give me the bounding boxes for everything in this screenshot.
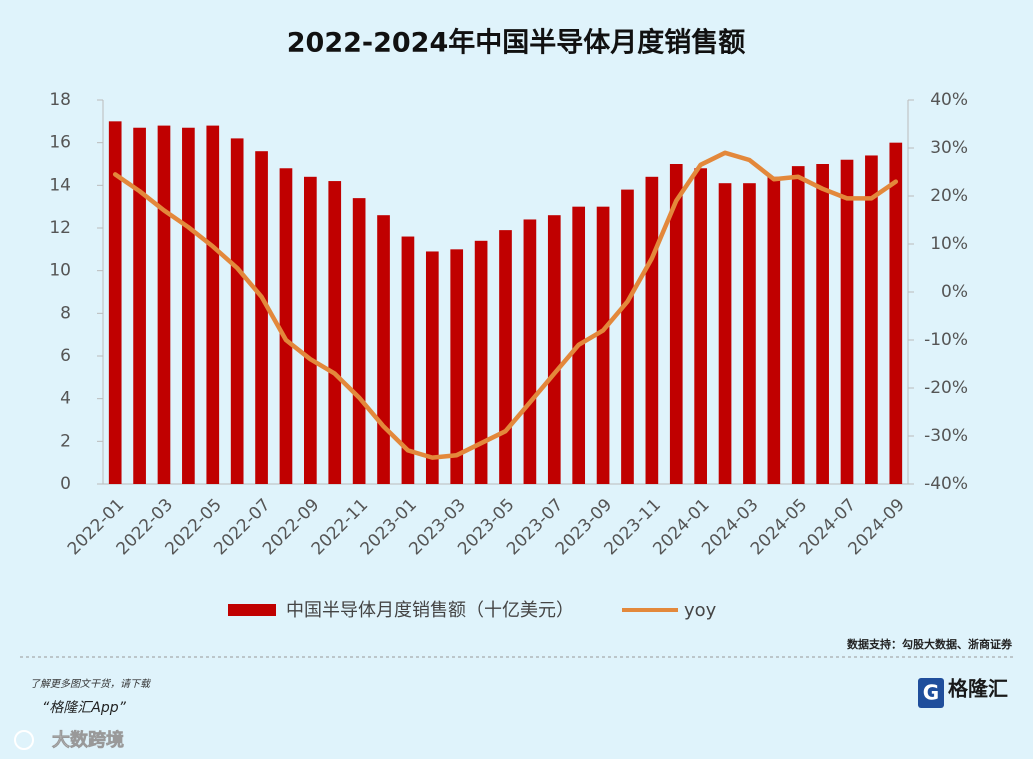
bar	[425, 251, 439, 484]
watermark-icon	[14, 730, 34, 750]
bar	[279, 168, 293, 484]
y-tick-label: 12	[49, 218, 71, 238]
footer-prompt: 了解更多图文干货，请下载	[30, 678, 152, 690]
bar	[523, 219, 537, 484]
bar	[718, 183, 732, 484]
bar	[840, 159, 854, 484]
y-tick-label: 18	[49, 90, 71, 110]
bar	[304, 176, 317, 485]
bar	[352, 198, 366, 484]
legend-label: 中国半导体月度销售额（十亿美元）	[286, 600, 574, 621]
bar	[645, 176, 659, 485]
y2-tick-label: -30%	[924, 426, 968, 446]
watermark: 大数跨境	[52, 729, 124, 751]
bar	[255, 151, 268, 484]
bar	[767, 176, 781, 485]
brand-logo	[918, 678, 944, 708]
bar	[547, 215, 561, 484]
y-tick-label: 0	[60, 474, 71, 494]
bar	[450, 249, 464, 484]
bar	[669, 164, 683, 484]
bar	[791, 166, 805, 484]
y2-tick-label: -40%	[924, 474, 968, 494]
y2-tick-label: -10%	[924, 330, 968, 350]
y2-tick-label: 0%	[941, 282, 968, 302]
bar	[108, 121, 122, 484]
bar	[377, 215, 390, 484]
bar	[328, 181, 342, 485]
footer-app: “格隆汇App”	[42, 700, 127, 716]
source: 数据支持：勾股大数据、浙商证券	[847, 637, 1013, 651]
y-tick-label: 14	[49, 175, 71, 195]
y-tick-label: 8	[60, 303, 71, 323]
bar	[694, 168, 707, 484]
bar	[499, 230, 512, 484]
bar	[157, 125, 171, 484]
y-tick-label: 4	[60, 389, 71, 409]
bar	[743, 183, 756, 484]
legend-label: yoy	[684, 600, 717, 621]
y-tick-label: 6	[60, 346, 71, 366]
bar	[133, 127, 146, 484]
bar	[621, 189, 634, 484]
y2-tick-label: 30%	[930, 138, 968, 158]
bar	[401, 236, 415, 484]
y2-tick-label: -20%	[924, 378, 968, 398]
chart-title: 2022-2024年中国半导体月度销售额	[287, 27, 746, 59]
legend-swatch	[228, 604, 276, 616]
bar	[474, 240, 488, 484]
y-tick-label: 10	[49, 261, 71, 281]
brand-logo-mark: G	[923, 681, 939, 705]
bar	[889, 142, 903, 484]
bar	[206, 125, 220, 484]
y-tick-label: 2	[60, 431, 71, 451]
y2-tick-label: 20%	[930, 186, 968, 206]
brand: 格隆汇	[948, 677, 1008, 701]
y2-tick-label: 40%	[930, 90, 968, 110]
y2-tick-label: 10%	[930, 234, 968, 254]
y-tick-label: 16	[49, 133, 71, 153]
bar	[596, 206, 610, 484]
bar	[230, 138, 244, 484]
bar	[865, 155, 878, 484]
line	[112, 150, 899, 460]
bar	[816, 164, 829, 484]
bar	[182, 127, 195, 484]
